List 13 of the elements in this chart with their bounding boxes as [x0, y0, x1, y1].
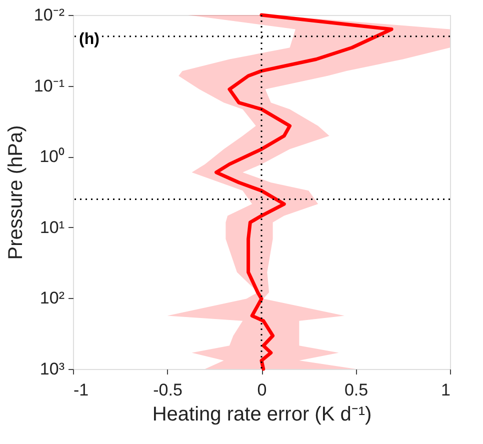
x-tick-label: 1 [441, 380, 450, 400]
x-tick-label: -1 [74, 380, 89, 400]
x-tick-label: -0.5 [153, 380, 182, 400]
y-axis-title: Pressure (hPa) [4, 125, 27, 260]
x-tick-label: 0 [257, 380, 267, 400]
y-tick-label: 10⁰ [40, 147, 64, 166]
y-tick-label: 10⁻¹ [34, 76, 65, 96]
x-axis-title: Heating rate error (K d⁻¹) [152, 404, 372, 426]
y-tick-label: 10³ [40, 360, 65, 378]
y-tick-label: 10⁻² [34, 6, 65, 24]
x-tick-label: 0.5 [344, 380, 368, 400]
y-tick-label: 10² [40, 288, 65, 308]
y-tick-label: 10¹ [40, 218, 65, 237]
